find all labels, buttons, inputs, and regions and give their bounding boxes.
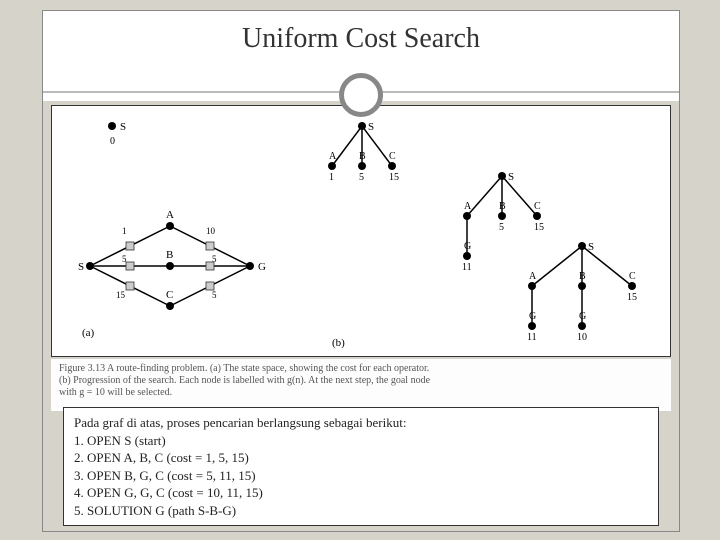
caption-line1: Figure 3.13 A route-finding problem. (a)… <box>59 363 663 375</box>
svg-text:G: G <box>464 241 471 252</box>
svg-text:A: A <box>329 151 337 162</box>
figure-svg: 15151055SABCG(a)S0SA1B5C15SAG11B5C15SAG1… <box>52 106 672 354</box>
decorative-ring <box>339 73 383 117</box>
figure-container: 15151055SABCG(a)S0SA1B5C15SAG11B5C15SAG1… <box>51 105 671 357</box>
svg-text:B: B <box>499 201 506 212</box>
svg-text:(a): (a) <box>82 327 95 339</box>
svg-text:S: S <box>78 261 84 273</box>
svg-text:B: B <box>579 271 586 282</box>
svg-text:A: A <box>529 271 537 282</box>
process-description: Pada graf di atas, proses pencarian berl… <box>63 407 659 526</box>
svg-text:G: G <box>258 261 266 273</box>
svg-text:10: 10 <box>577 332 587 343</box>
svg-text:(b): (b) <box>332 337 345 349</box>
svg-text:G: G <box>529 311 536 322</box>
svg-text:11: 11 <box>462 262 472 273</box>
process-step: 4. OPEN G, G, C (cost = 10, 11, 15) <box>74 484 648 502</box>
figure-caption: Figure 3.13 A route-finding problem. (a)… <box>51 359 671 411</box>
svg-text:5: 5 <box>359 172 364 183</box>
slide-container: Uniform Cost Search 15151055SABCG(a)S0SA… <box>42 10 680 532</box>
svg-text:5: 5 <box>499 222 504 233</box>
process-step: 5. SOLUTION G (path S-B-G) <box>74 502 648 520</box>
svg-text:11: 11 <box>527 332 537 343</box>
process-intro: Pada graf di atas, proses pencarian berl… <box>74 414 648 432</box>
svg-text:S: S <box>120 121 126 133</box>
process-step: 3. OPEN B, G, C (cost = 5, 11, 15) <box>74 467 648 485</box>
caption-line3: with g = 10 will be selected. <box>59 387 663 399</box>
svg-text:10: 10 <box>206 226 216 236</box>
svg-text:B: B <box>166 249 173 261</box>
svg-text:A: A <box>464 201 472 212</box>
svg-text:G: G <box>579 311 586 322</box>
svg-text:1: 1 <box>122 226 127 236</box>
svg-text:C: C <box>629 271 636 282</box>
svg-text:S: S <box>368 121 374 133</box>
svg-text:5: 5 <box>212 254 217 264</box>
svg-text:0: 0 <box>110 136 115 147</box>
svg-text:5: 5 <box>212 290 217 300</box>
svg-text:1: 1 <box>329 172 334 183</box>
svg-text:15: 15 <box>389 172 399 183</box>
process-step: 2. OPEN A, B, C (cost = 1, 5, 15) <box>74 449 648 467</box>
svg-text:B: B <box>359 151 366 162</box>
svg-text:15: 15 <box>534 222 544 233</box>
svg-text:15: 15 <box>116 290 126 300</box>
svg-text:C: C <box>389 151 396 162</box>
svg-text:15: 15 <box>627 292 637 303</box>
slide-title: Uniform Cost Search <box>43 23 679 55</box>
caption-line2: (b) Progression of the search. Each node… <box>59 375 663 387</box>
process-step: 1. OPEN S (start) <box>74 432 648 450</box>
svg-text:C: C <box>534 201 541 212</box>
svg-text:C: C <box>166 289 173 301</box>
svg-text:A: A <box>166 209 174 221</box>
svg-text:S: S <box>508 171 514 183</box>
svg-text:5: 5 <box>122 254 127 264</box>
